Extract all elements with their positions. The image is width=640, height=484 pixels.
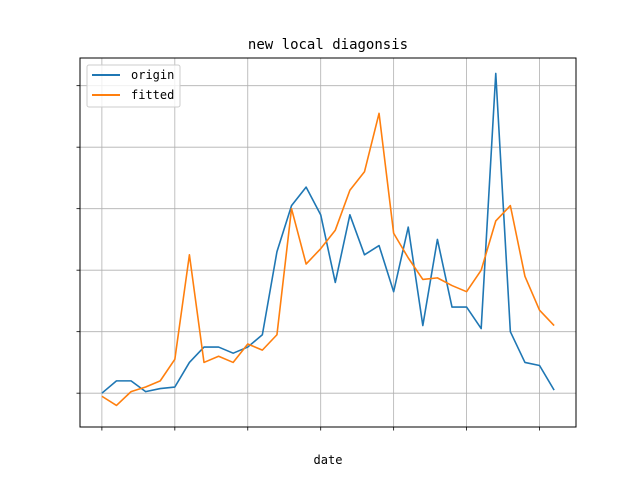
series-line-origin: [101, 72, 555, 394]
legend: origin fitted: [86, 64, 181, 108]
series-lines: [101, 72, 555, 407]
series-line-fitted: [101, 112, 555, 407]
legend-label-fitted: fitted: [131, 88, 174, 102]
plot-area-frame: [79, 57, 577, 428]
legend-label-origin: origin: [131, 68, 174, 82]
chart-title: new local diagonsis: [248, 37, 408, 53]
x-axis-label: date: [314, 453, 343, 467]
